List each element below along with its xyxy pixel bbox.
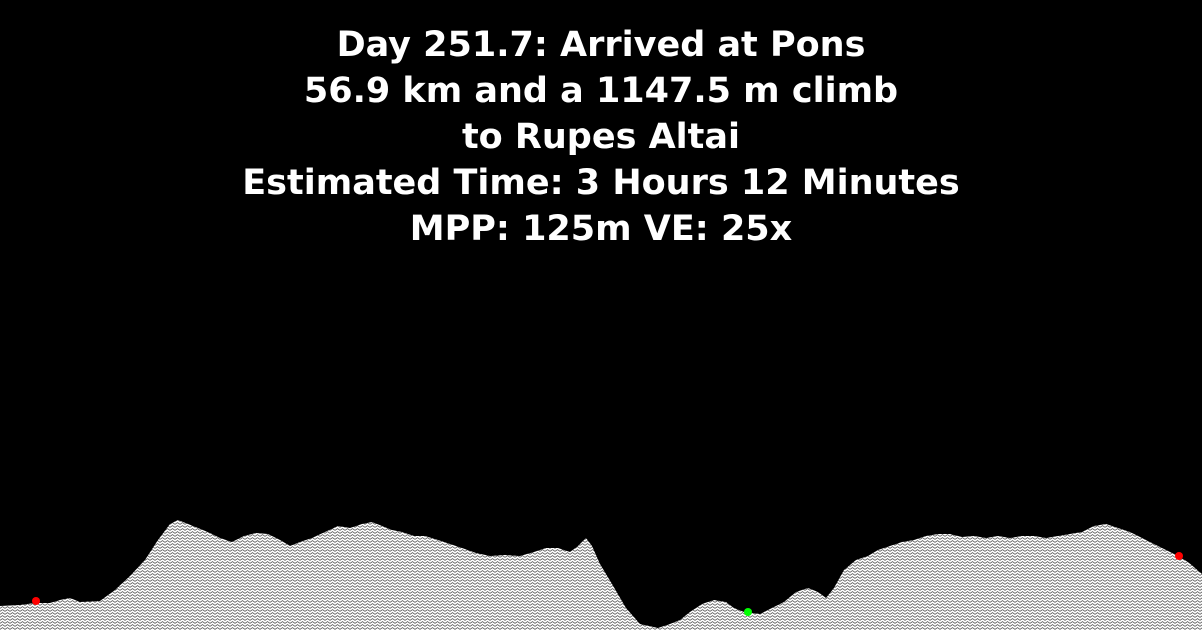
end-waypoint-marker [1175,552,1183,560]
scale-info-text: MPP: 125m VE: 25x [409,209,793,249]
distance-climb-text: 56.9 km and a 1147.5 m climb [303,71,899,111]
current-position-marker [744,608,752,616]
estimated-time-text: Estimated Time: 3 Hours 12 Minutes [242,163,960,203]
day-arrival-text: Day 251.7: Arrived at Pons [336,25,866,65]
start-waypoint-marker [32,597,40,605]
elevation-profile-area [0,520,1202,630]
status-text-block: Day 251.7: Arrived at Pons 56.9 km and a… [0,22,1202,252]
destination-text: to Rupes Altai [461,117,741,157]
